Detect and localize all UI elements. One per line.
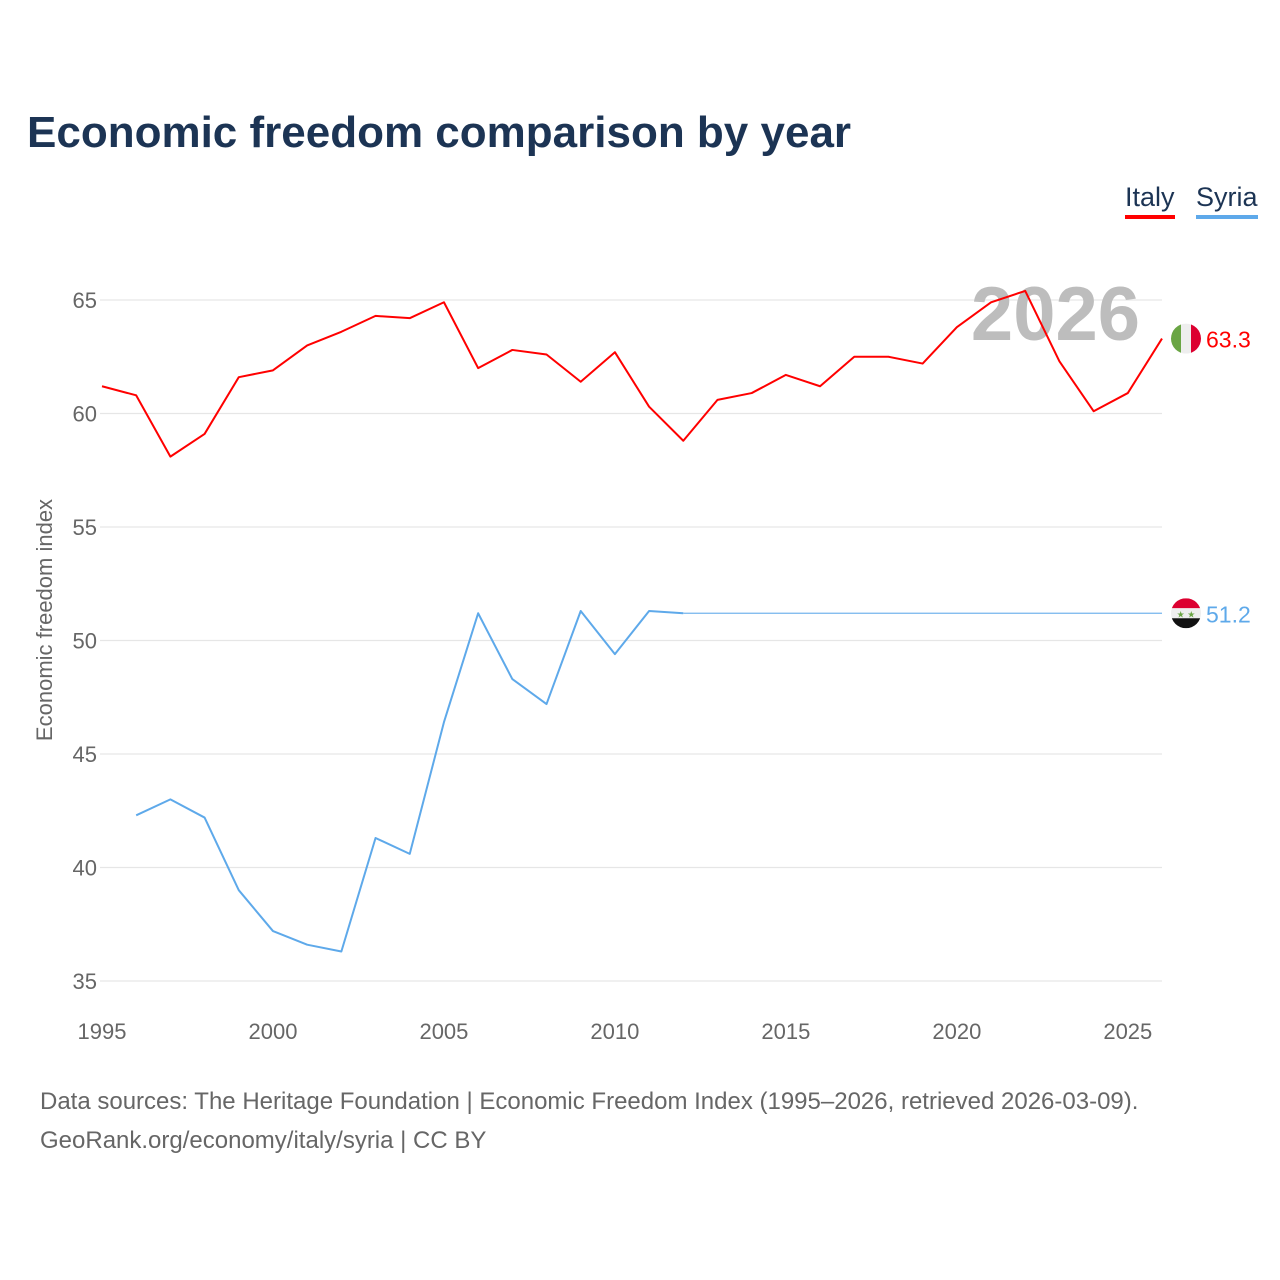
x-tick-label: 2005: [419, 1019, 468, 1044]
x-tick-label: 1995: [78, 1019, 127, 1044]
y-tick-label: 65: [73, 288, 97, 313]
end-value-label-italy: 63.3: [1206, 327, 1251, 353]
x-tick-label: 2015: [761, 1019, 810, 1044]
y-tick-label: 55: [73, 515, 97, 540]
y-tick-label: 45: [73, 742, 97, 767]
legend-item-italy[interactable]: Italy: [1125, 182, 1175, 219]
year-watermark: 2026: [971, 272, 1140, 357]
y-tick-label: 40: [73, 856, 97, 881]
x-tick-label: 2000: [248, 1019, 297, 1044]
x-tick-label: 2010: [590, 1019, 639, 1044]
x-tick-label: 2020: [932, 1019, 981, 1044]
source-link[interactable]: GeoRank.org/economy/italy/syria | CC BY: [40, 1127, 487, 1154]
x-tick-label: 2025: [1103, 1019, 1152, 1044]
syria-flag-icon: ★ ★: [1171, 598, 1201, 629]
y-axis-label: Economic freedom index: [32, 499, 57, 741]
chart-title: Economic freedom comparison by year: [27, 108, 852, 157]
end-value-label-syria: 51.2: [1206, 601, 1251, 627]
y-tick-label: 50: [73, 629, 97, 654]
italy-flag-icon: [1171, 323, 1201, 354]
y-tick-label: 35: [73, 969, 97, 994]
legend-item-syria[interactable]: Syria: [1196, 182, 1258, 219]
y-tick-label: 60: [73, 402, 97, 427]
source-note: Data sources: The Heritage Foundation | …: [40, 1088, 1139, 1115]
svg-text:★ ★: ★ ★: [1177, 609, 1196, 619]
series-line-syria: [135, 609, 684, 953]
series-line-italy: [101, 289, 1163, 458]
